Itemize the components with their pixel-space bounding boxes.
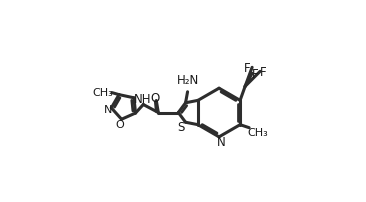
Text: H₂N: H₂N (177, 74, 199, 87)
Text: CH₃: CH₃ (92, 87, 113, 97)
Text: N: N (217, 136, 225, 149)
Text: N: N (104, 104, 112, 114)
Text: F: F (252, 67, 258, 80)
Text: O: O (150, 92, 159, 104)
Text: S: S (177, 120, 184, 133)
Text: NH: NH (134, 93, 151, 106)
Text: O: O (116, 119, 124, 129)
Text: F: F (244, 61, 250, 75)
Text: CH₃: CH₃ (248, 127, 269, 137)
Text: F: F (259, 65, 266, 78)
